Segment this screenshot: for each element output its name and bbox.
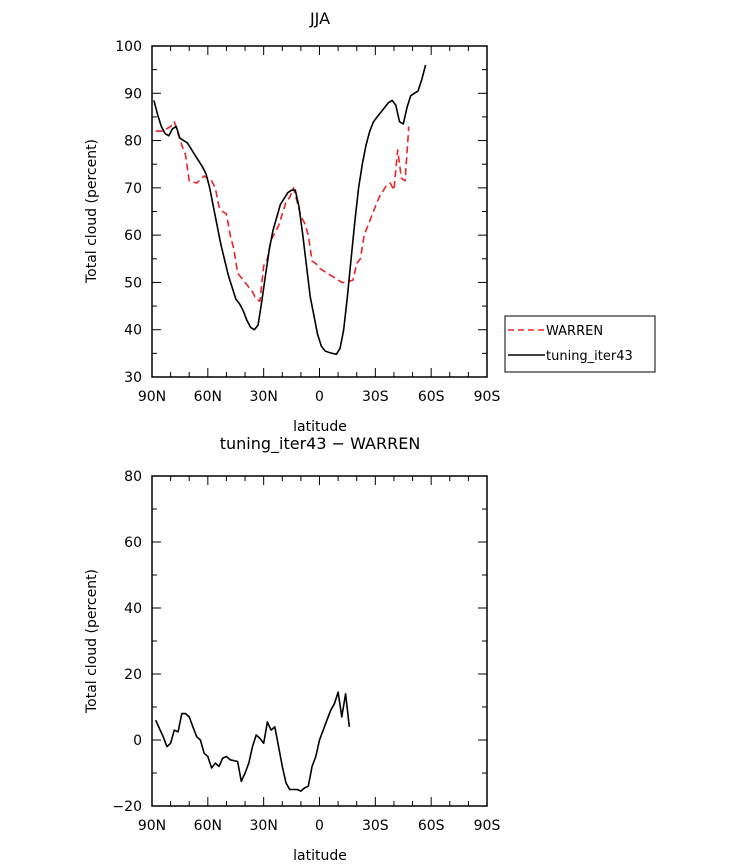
y-tick-label: −20	[112, 799, 142, 815]
x-tick-label: 0	[315, 818, 324, 834]
x-tick-label: 90N	[138, 818, 166, 834]
series-line-difference	[154, 691, 351, 792]
x-axis-label: latitude	[293, 848, 347, 864]
y-tick-label: 90	[124, 86, 142, 102]
panel-jja: JJA 90N 60N 30N 0 30S 60S 90S 30 40 50 60 70 80 90 100…	[84, 9, 656, 435]
x-tick-label: 60S	[418, 389, 445, 405]
y-tick-label: 30	[124, 370, 142, 386]
x-tick-label: 30S	[362, 389, 389, 405]
chart-title: tuning_iter43 − WARREN	[220, 434, 421, 454]
y-tick-label: 70	[124, 181, 142, 197]
chart-title: JJA	[309, 9, 330, 28]
plot-area: 90N 60N 30N 0 30S 60S 90S −20 0 20 40 60 80	[112, 469, 500, 834]
y-tick-label: 50	[124, 275, 142, 291]
x-tick-label: 60N	[194, 818, 222, 834]
legend-box	[504, 315, 656, 373]
x-tick-label: 60N	[194, 389, 222, 405]
x-tick-label: 60S	[418, 818, 445, 834]
plot-frame	[151, 475, 488, 807]
legend-label-tuning: tuning_iter43	[546, 349, 633, 364]
panel-difference: tuning_iter43 − WARREN 90N 60N 30N 0 30S 60S 9…	[84, 434, 500, 864]
x-axis-label: latitude	[293, 419, 347, 435]
series-line-tuning-iter43	[153, 64, 427, 356]
x-tick-label: 0	[315, 389, 324, 405]
plot-area: 90N 60N 30N 0 30S 60S 90S 30 40 50 60 70 80 90 100	[115, 39, 500, 405]
plot-frame	[151, 45, 488, 378]
y-tick-label: 40	[124, 601, 142, 617]
y-tick-label: 60	[124, 535, 142, 551]
legend: WARREN tuning_iter43	[504, 315, 656, 373]
y-tick-label: 100	[115, 39, 142, 55]
y-tick-label: 60	[124, 228, 142, 244]
x-tick-label: 90S	[474, 389, 501, 405]
y-tick-label: 20	[124, 667, 142, 683]
y-tick-label: 80	[124, 469, 142, 485]
y-tick-label: 80	[124, 134, 142, 150]
x-tick-label: 90N	[138, 389, 166, 405]
x-tick-label: 30N	[250, 389, 278, 405]
x-tick-label: 30N	[250, 818, 278, 834]
y-axis-label: Total cloud (percent)	[84, 139, 100, 284]
y-tick-label: 40	[124, 323, 142, 339]
series-line-warren	[155, 120, 410, 303]
x-tick-label: 90S	[474, 818, 501, 834]
legend-label-warren: WARREN	[546, 324, 603, 339]
x-tick-label: 30S	[362, 818, 389, 834]
y-tick-label: 0	[133, 733, 142, 749]
y-axis-label: Total cloud (percent)	[84, 569, 100, 714]
